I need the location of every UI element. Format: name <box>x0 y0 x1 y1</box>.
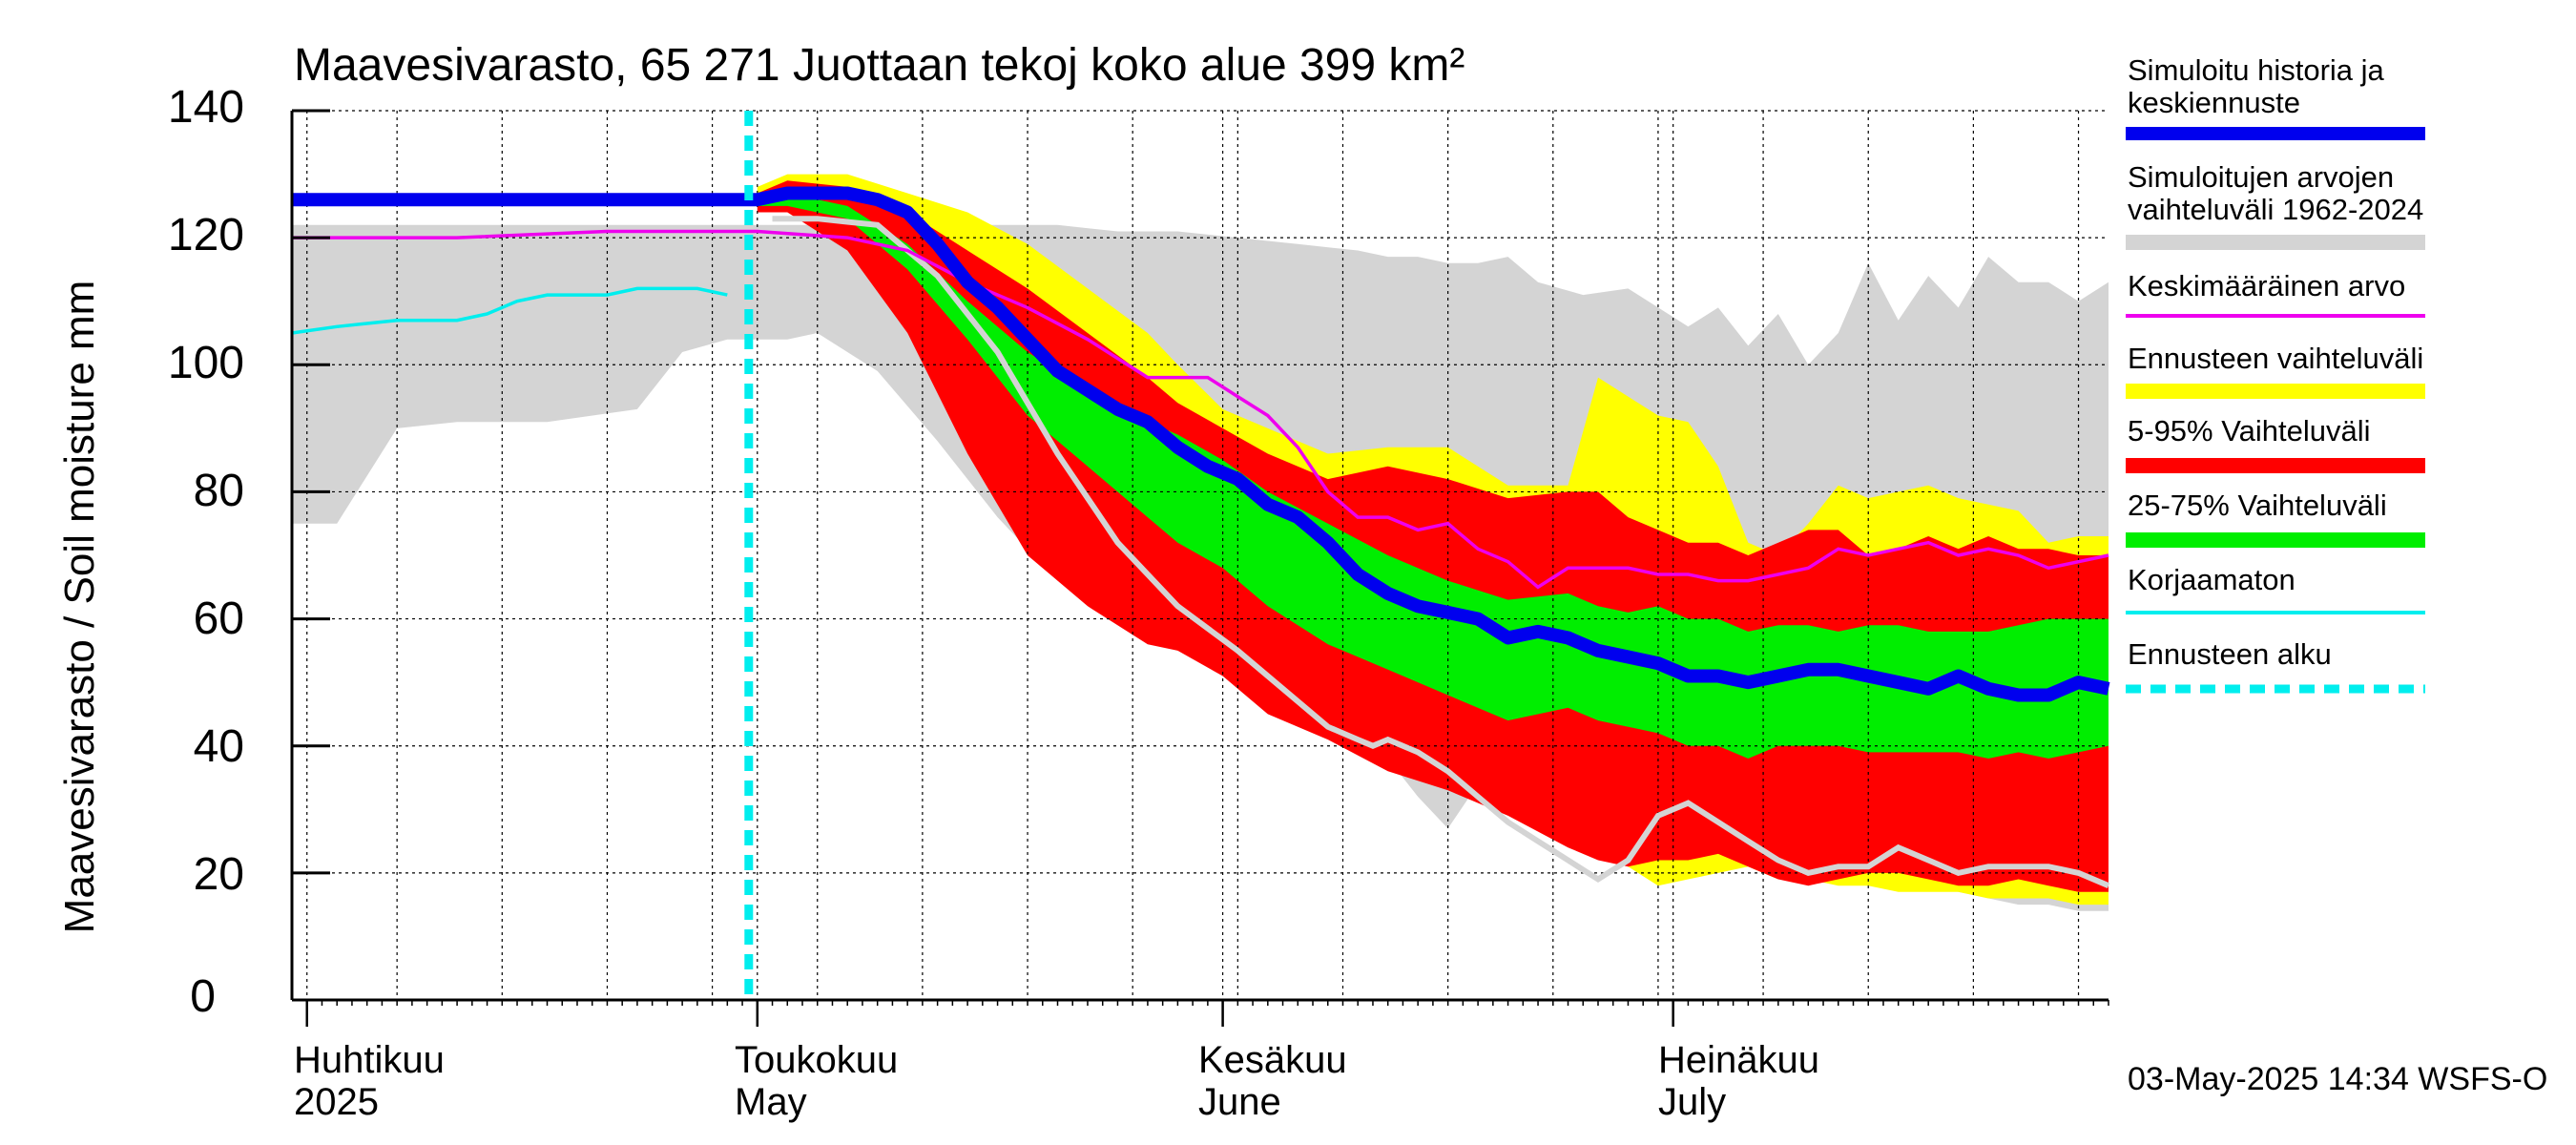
legend-item-mean: Keskimääräinen arvo <box>2126 269 2425 318</box>
y-tick-labels: 0 20 40 60 80 100 120 140 <box>168 82 244 1022</box>
legend-item-p5-95: 5-95% Vaihteluväli <box>2126 414 2425 473</box>
legend-swatch-p25-75 <box>2126 532 2425 548</box>
legend-swatch-median <box>2126 127 2425 140</box>
legend-label-p5-95: 5-95% Vaihteluväli <box>2128 414 2370 448</box>
y-tick-label-60: 60 <box>194 593 244 644</box>
y-tick-label-100: 100 <box>168 338 244 388</box>
legend-swatch-hist-range <box>2126 235 2425 250</box>
legend-label-forecast-range: Ennusteen vaihteluväli <box>2128 342 2423 375</box>
legend-swatch-mean <box>2126 314 2425 318</box>
y-tick-label-40: 40 <box>194 721 244 772</box>
axes-layer <box>290 109 2109 1027</box>
legend-item-hist-range: Simuloitujen arvojen vaihteluväli 1962-20… <box>2126 160 2425 250</box>
month-label-june-fi: Kesäkuu <box>1198 1039 1347 1081</box>
y-tick-label-120: 120 <box>168 210 244 260</box>
chart-title: Maavesivarasto, 65 271 Juottaan tekoj ko… <box>294 40 1465 91</box>
month-label-april-en: 2025 <box>294 1081 379 1123</box>
legend-swatch-p5-95 <box>2126 458 2425 473</box>
month-label-april-fi: Huhtikuu <box>294 1039 445 1081</box>
month-label-july-en: July <box>1658 1081 1726 1123</box>
y-tick-label-140: 140 <box>168 82 244 133</box>
legend-label-median: Simuloitu historia ja keskiennuste <box>2128 53 2385 119</box>
month-label-june-en: June <box>1198 1081 1281 1123</box>
lines-layer <box>291 111 2110 1000</box>
legend-item-median: Simuloitu historia ja keskiennuste <box>2126 53 2425 140</box>
legend-item-forecast-range: Ennusteen vaihteluväli <box>2126 342 2425 399</box>
x-month-labels: Huhtikuu 2025 Toukokuu May Kesäkuu June … <box>294 1039 1819 1123</box>
legend-item-uncorrected: Korjaamaton <box>2126 563 2425 614</box>
y-tick-label-80: 80 <box>194 466 244 516</box>
legend-label-mean: Keskimääräinen arvo <box>2128 269 2405 302</box>
series-line-mean <box>292 229 2109 590</box>
legend-item-p25-75: 25-75% Vaihteluväli <box>2126 489 2425 548</box>
legend-label-line: vaihteluväli 1962-2024 <box>2128 193 2423 226</box>
legend-label-forecast-start: Ennusteen alku <box>2128 637 2332 671</box>
timestamp-label: 03-May-2025 14:34 WSFS-O <box>2128 1061 2547 1097</box>
legend-label-p25-75: 25-75% Vaihteluväli <box>2128 489 2387 522</box>
month-label-may-fi: Toukokuu <box>735 1039 898 1081</box>
legend-swatch-forecast-range <box>2126 384 2425 399</box>
series-line-grey <box>772 216 2110 888</box>
band-p25-75 <box>757 193 2109 759</box>
legend-label-uncorrected: Korjaamaton <box>2128 563 2296 596</box>
legend-item-forecast-start: Ennusteen alku <box>2126 637 2425 694</box>
bands-layer <box>292 174 2109 911</box>
legend-swatch-uncorrected <box>2126 611 2425 614</box>
y-tick-label-20: 20 <box>194 849 244 900</box>
legend-label-hist-range: Simuloitujen arvojen vaihteluväli 1962-20… <box>2128 160 2423 226</box>
series-line-uncorrected <box>291 286 728 335</box>
month-label-may-en: May <box>735 1081 807 1123</box>
y-tick-label-0: 0 <box>190 971 216 1022</box>
legend: Simuloitu historia ja keskiennuste Simulo… <box>2126 53 2425 694</box>
grid-layer <box>292 110 2109 1000</box>
y-axis-label: Maavesivarasto / Soil moisture mm <box>56 281 103 934</box>
series-line-median <box>292 186 2110 702</box>
legend-label-line: keskiennuste <box>2128 86 2300 119</box>
month-label-july-fi: Heinäkuu <box>1658 1039 1819 1081</box>
